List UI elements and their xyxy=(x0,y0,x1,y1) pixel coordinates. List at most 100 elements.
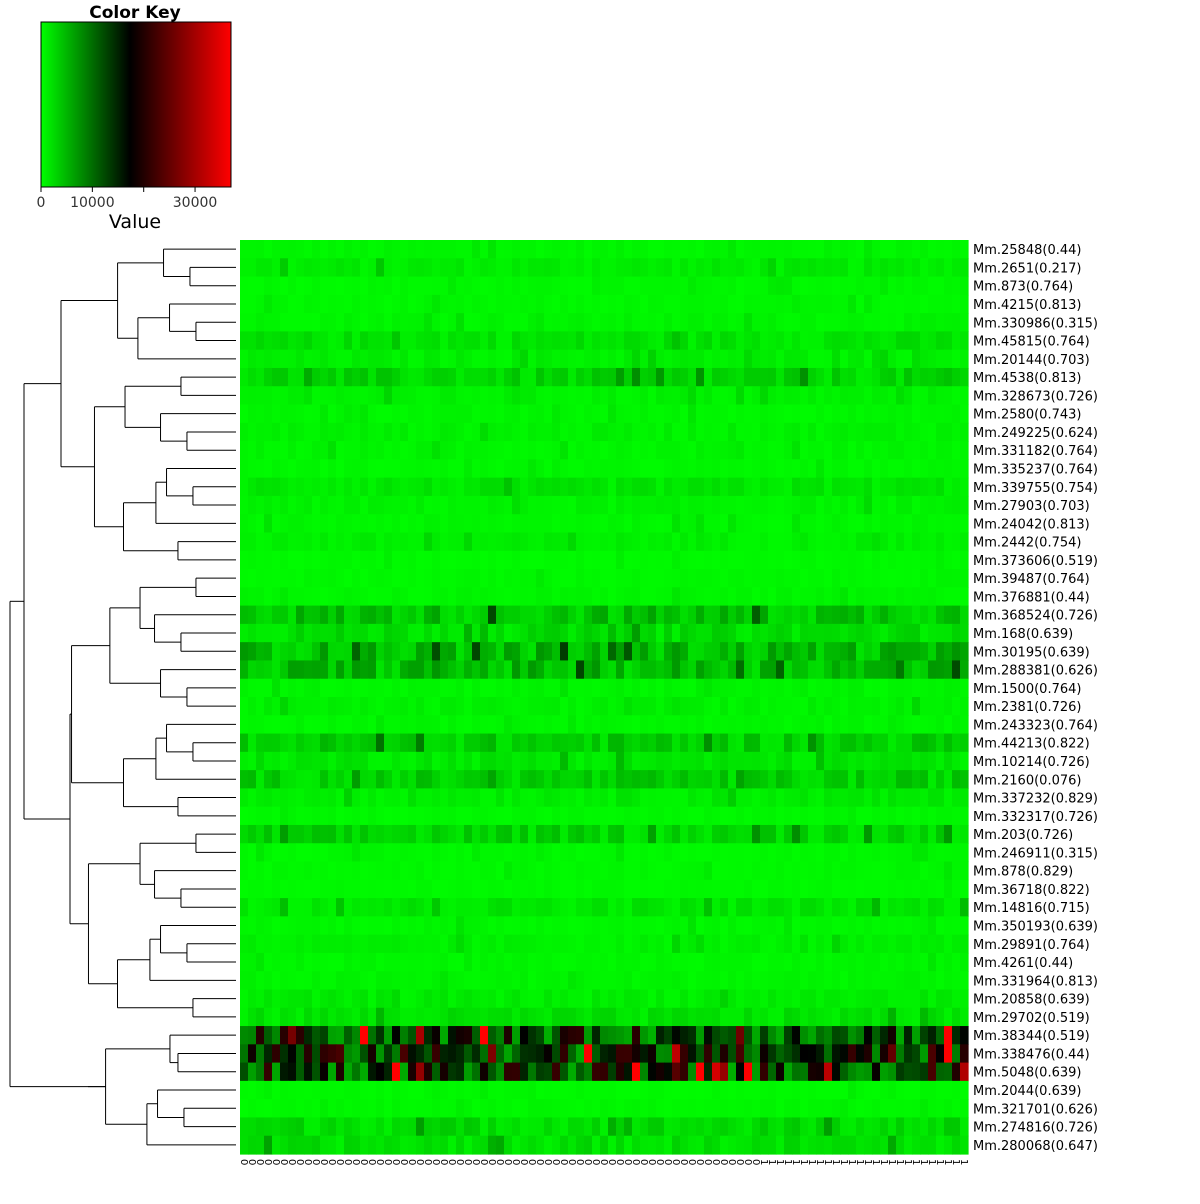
heatmap-cell xyxy=(272,276,281,296)
heatmap-cell xyxy=(416,331,425,351)
heatmap-cell xyxy=(688,495,697,515)
heatmap-cell xyxy=(624,952,633,972)
heatmap-cell xyxy=(936,1099,945,1119)
heatmap-cell xyxy=(704,349,713,369)
heatmap-cell xyxy=(568,715,577,735)
heatmap-cell xyxy=(512,770,521,789)
heatmap-cell xyxy=(408,386,417,406)
heatmap-cell xyxy=(512,623,521,643)
heatmap-cell xyxy=(344,623,353,643)
row-label: Mm.2580(0.743) xyxy=(973,408,1081,423)
heatmap-cell xyxy=(376,550,385,570)
heatmap-cell xyxy=(432,1044,441,1064)
heatmap-cell xyxy=(952,751,961,771)
heatmap-cell xyxy=(584,386,593,406)
heatmap-cell xyxy=(432,715,441,735)
heatmap-cell xyxy=(944,952,953,972)
heatmap-cell xyxy=(320,989,329,1009)
heatmap-cell xyxy=(600,733,609,753)
heatmap-cell xyxy=(632,824,641,844)
heatmap-cell xyxy=(376,1099,385,1119)
heatmap-cell xyxy=(832,733,841,753)
heatmap-cell xyxy=(912,569,921,588)
heatmap-cell xyxy=(320,1062,329,1082)
heatmap-cell xyxy=(936,258,945,278)
column-label: 0 xyxy=(726,1159,737,1165)
heatmap-cell xyxy=(296,642,305,662)
column-label: 0 xyxy=(662,1159,673,1165)
heatmap-cell xyxy=(280,1007,289,1027)
heatmap-cell xyxy=(664,898,673,917)
heatmap-cell xyxy=(296,605,305,625)
heatmap-cell xyxy=(808,550,817,570)
heatmap-cell xyxy=(656,898,665,917)
heatmap-cell xyxy=(760,532,769,552)
heatmap-cell xyxy=(440,1080,449,1100)
heatmap-cell xyxy=(272,1062,281,1082)
heatmap-cell xyxy=(696,495,705,515)
heatmap-cell xyxy=(952,642,961,662)
heatmap-cell xyxy=(776,898,785,917)
heatmap-cell xyxy=(944,240,953,259)
heatmap-cell xyxy=(520,806,529,826)
heatmap-cell xyxy=(864,1117,873,1137)
heatmap-cell xyxy=(648,294,657,314)
heatmap-cell xyxy=(736,843,745,863)
heatmap-cell xyxy=(912,952,921,972)
heatmap-cell xyxy=(888,459,897,479)
heatmap-cell xyxy=(440,495,449,515)
heatmap-cell xyxy=(944,587,953,607)
heatmap-cell xyxy=(608,1080,617,1100)
heatmap-cell xyxy=(472,660,481,680)
heatmap-cell xyxy=(656,1135,665,1155)
heatmap-cell xyxy=(408,495,417,515)
heatmap-cell xyxy=(656,587,665,607)
heatmap-cell xyxy=(760,477,769,497)
heatmap-cell xyxy=(328,605,337,625)
heatmap-cell xyxy=(688,441,697,460)
column-label: 1 xyxy=(902,1159,913,1165)
heatmap-cell xyxy=(312,989,321,1009)
heatmap-cell xyxy=(336,916,345,936)
heatmap-cell xyxy=(840,824,849,844)
heatmap-cell xyxy=(640,1099,649,1119)
heatmap-cell xyxy=(896,751,905,771)
heatmap-cell xyxy=(592,1007,601,1027)
heatmap-cell xyxy=(496,1007,505,1027)
heatmap-cell xyxy=(864,459,873,479)
heatmap-cell xyxy=(840,1117,849,1137)
heatmap-cell xyxy=(272,733,281,753)
heatmap-cell xyxy=(368,1080,377,1100)
heatmap-cell xyxy=(248,697,257,716)
heatmap-cell xyxy=(800,605,809,625)
heatmap-cell xyxy=(744,294,753,314)
heatmap-cell xyxy=(784,916,793,936)
heatmap-cell xyxy=(320,422,329,442)
heatmap-cell xyxy=(888,495,897,515)
heatmap-cell xyxy=(824,477,833,497)
heatmap-cell xyxy=(560,386,569,406)
heatmap-cell xyxy=(592,934,601,954)
heatmap-cell xyxy=(560,770,569,789)
heatmap-cell xyxy=(608,952,617,972)
heatmap-cell xyxy=(376,861,385,881)
heatmap-cell xyxy=(304,294,313,314)
heatmap-cell xyxy=(904,843,913,863)
heatmap-cell xyxy=(536,806,545,826)
heatmap-cell xyxy=(856,715,865,735)
heatmap-cell xyxy=(608,843,617,863)
heatmap-cell xyxy=(328,569,337,588)
heatmap-cell xyxy=(872,349,881,369)
heatmap-cell xyxy=(768,623,777,643)
heatmap-cell xyxy=(280,733,289,753)
heatmap-cell xyxy=(616,349,625,369)
heatmap-cell xyxy=(680,861,689,881)
heatmap-cell xyxy=(584,258,593,278)
row-label: Mm.274816(0.726) xyxy=(973,1121,1098,1136)
heatmap-cell xyxy=(296,898,305,917)
heatmap-cell xyxy=(496,404,505,424)
column-label: 0 xyxy=(470,1159,481,1165)
heatmap-cell xyxy=(360,349,369,369)
heatmap-cell xyxy=(848,422,857,442)
heatmap-cell xyxy=(712,1135,721,1155)
